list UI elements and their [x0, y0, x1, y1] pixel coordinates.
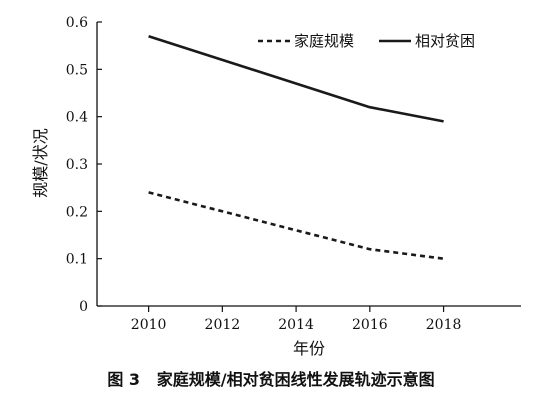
x-axis-ticks: 2010 2012 2014 2016 2018: [131, 306, 462, 333]
y-tick-label: 0.1: [66, 252, 88, 268]
series-line-2: [148, 34, 444, 123]
figure-caption-text: 家庭规模/相对贫困线性发展轨迹示意图: [156, 370, 435, 389]
y-tick-label: 0.5: [66, 62, 88, 78]
legend-label: 家庭规模: [294, 32, 354, 50]
legend: 家庭规模 相对贫困: [258, 32, 475, 50]
x-axis-title: 年份: [293, 339, 325, 358]
x-tick-label: 2012: [205, 317, 241, 333]
line-chart: 0 0.1 0.2 0.3 0.4 0.5 0.6 2010 2012 2014 2016 2018…: [31, 15, 521, 358]
axes: [96, 22, 521, 307]
y-tick-label: 0: [79, 299, 88, 315]
y-axis-ticks: 0 0.1 0.2 0.3 0.4 0.5 0.6: [66, 15, 102, 315]
x-tick-label: 2010: [131, 317, 167, 333]
x-tick-label: 2014: [278, 317, 314, 333]
y-tick-label: 0.6: [66, 15, 88, 31]
x-tick-label: 2018: [426, 317, 462, 333]
figure-number: 图 3: [107, 370, 141, 389]
legend-label: 相对贫困: [415, 32, 475, 50]
series-line-1: [148, 191, 444, 260]
y-tick-label: 0.2: [66, 204, 88, 220]
series-lines: [148, 34, 444, 260]
y-tick-label: 0.4: [66, 110, 88, 126]
x-tick-label: 2016: [352, 317, 388, 333]
y-tick-label: 0.3: [66, 157, 88, 173]
figure-caption: 图 3 家庭规模/相对贫困线性发展轨迹示意图: [0, 366, 542, 390]
y-axis-title: 规模/状况: [31, 128, 50, 197]
